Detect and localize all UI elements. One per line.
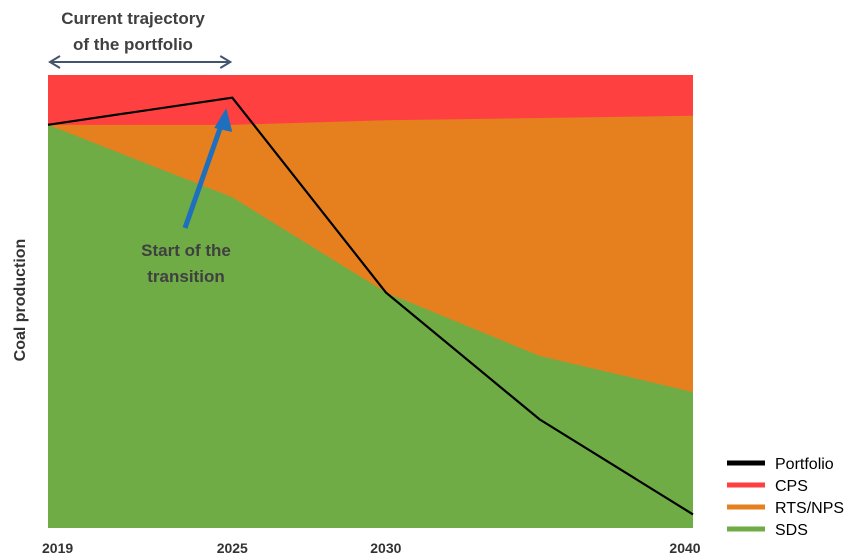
transition-label-line2: transition <box>147 267 224 286</box>
trajectory-label-line1: Current trajectory <box>61 9 205 28</box>
x-axis-ticks: 2019 2025 2030 2040 <box>42 540 701 555</box>
transition-arrow-shaft <box>182 121 225 229</box>
legend: Portfolio CPS RTS/NPS SDS <box>727 456 844 539</box>
legend-label-rts-nps: RTS/NPS <box>775 500 844 517</box>
area-sds <box>48 124 693 528</box>
y-axis-label: Coal production <box>12 239 29 362</box>
x-tick-label: 2040 <box>669 540 700 555</box>
transition-label-line1: Start of the <box>141 241 231 260</box>
x-tick-label: 2025 <box>217 540 248 555</box>
annotation-layer: Current trajectory of the portfolio Start … <box>48 9 233 286</box>
legend-label-portfolio: Portfolio <box>775 456 834 473</box>
area-layer <box>48 75 693 529</box>
line-layer <box>47 96 694 516</box>
trajectory-arrow-right-head <box>219 55 233 69</box>
legend-label-sds: SDS <box>775 522 808 539</box>
x-tick-label: 2030 <box>370 540 401 555</box>
trajectory-arrow-left-head <box>48 55 61 69</box>
trajectory-label-line2: of the portfolio <box>73 35 193 54</box>
line-portfolio <box>47 96 694 516</box>
transition-arrow-head <box>214 108 233 132</box>
legend-label-cps: CPS <box>775 478 808 495</box>
x-tick-label: 2019 <box>42 540 73 555</box>
